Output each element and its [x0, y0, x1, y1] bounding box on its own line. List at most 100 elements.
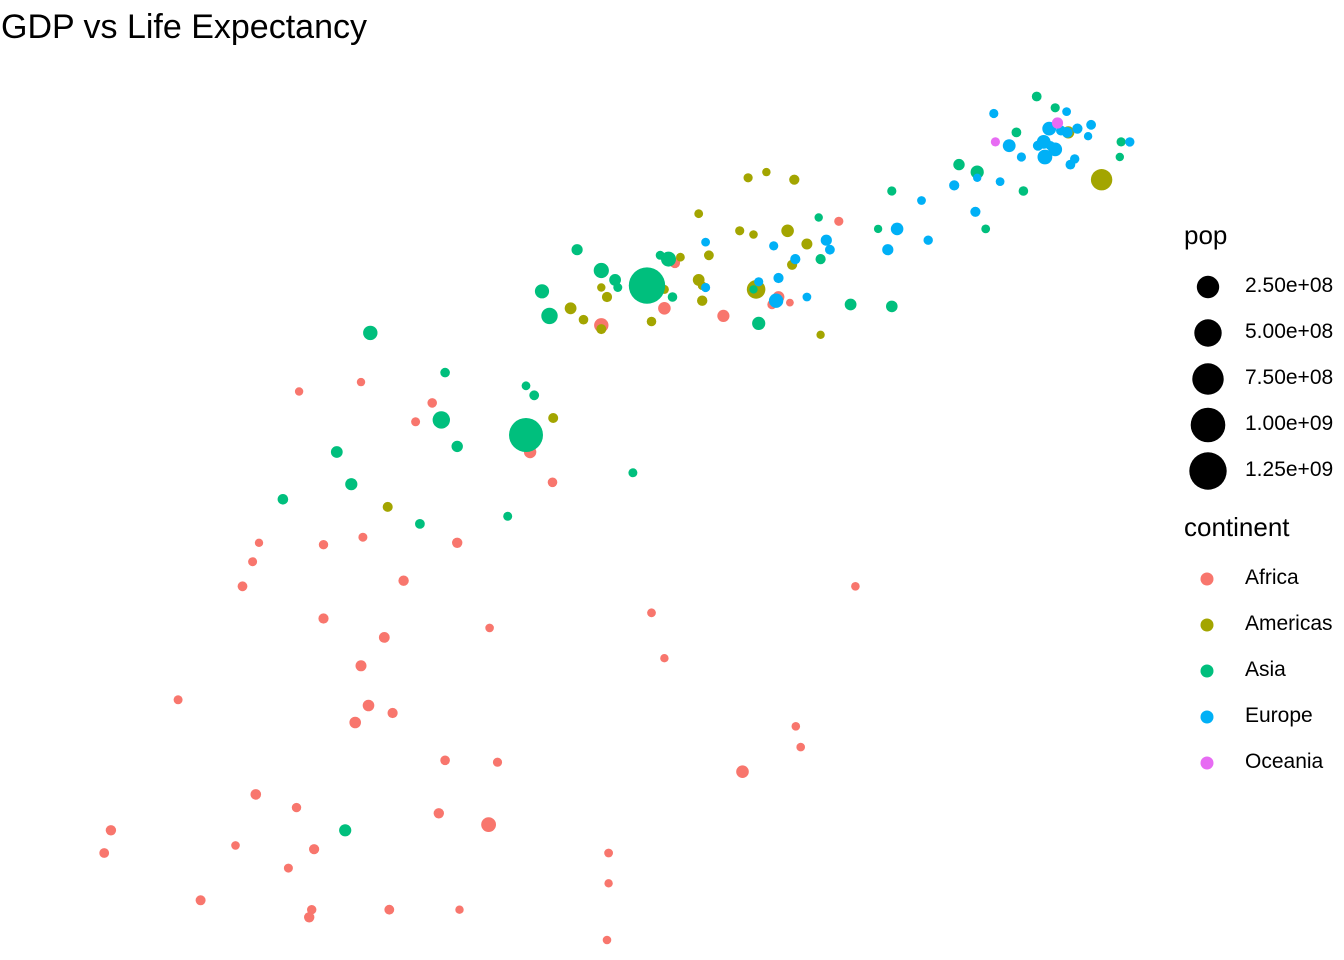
- point-asia: [534, 284, 550, 299]
- point-americas: [596, 324, 607, 335]
- point-africa: [254, 538, 264, 547]
- point-americas: [743, 173, 753, 183]
- point-africa: [834, 216, 844, 226]
- point-asia: [277, 494, 289, 505]
- point-americas: [704, 250, 714, 261]
- point-asia: [953, 158, 965, 171]
- point-europe: [768, 293, 784, 308]
- point-asia: [451, 440, 463, 453]
- point-americas: [646, 316, 657, 327]
- point-africa: [796, 742, 805, 752]
- point-africa: [283, 863, 293, 873]
- point-americas: [676, 252, 685, 262]
- size-legend-key: [1189, 452, 1227, 490]
- point-africa: [433, 808, 444, 819]
- point-americas: [694, 209, 704, 219]
- point-africa: [455, 905, 464, 914]
- point-americas: [548, 413, 559, 423]
- point-africa: [387, 707, 398, 719]
- point-europe: [970, 206, 981, 217]
- point-africa: [358, 532, 368, 542]
- point-europe: [1032, 140, 1044, 151]
- point-africa: [717, 309, 730, 322]
- size-legend-label: 1.00e+09: [1245, 412, 1334, 435]
- point-americas: [781, 224, 794, 238]
- point-asia: [1116, 137, 1126, 147]
- point-africa: [452, 537, 463, 548]
- size-legend-title: pop: [1184, 220, 1228, 250]
- point-americas: [735, 226, 745, 236]
- point-americas: [789, 174, 800, 185]
- point-africa: [485, 623, 494, 633]
- size-legend-label: 5.00e+08: [1245, 320, 1334, 343]
- point-americas: [597, 283, 606, 292]
- point-africa: [658, 302, 671, 315]
- point-africa: [481, 817, 496, 832]
- point-africa: [736, 765, 749, 778]
- point-europe: [701, 237, 710, 247]
- point-africa: [231, 841, 240, 850]
- size-legend-key: [1194, 319, 1222, 347]
- point-africa: [440, 755, 450, 766]
- point-asia: [981, 224, 991, 234]
- size-legend-label: 1.25e+09: [1245, 458, 1334, 481]
- point-africa: [99, 848, 110, 858]
- color-legend-label-oceania: Oceania: [1245, 750, 1324, 773]
- point-asia: [667, 292, 678, 302]
- point-europe: [1062, 107, 1071, 116]
- point-africa: [248, 557, 258, 567]
- point-americas: [578, 314, 589, 325]
- point-europe: [1083, 132, 1093, 141]
- color-legend-label-asia: Asia: [1245, 658, 1286, 681]
- chart-title: GDP vs Life Expectancy: [1, 8, 367, 46]
- point-africa: [294, 387, 304, 396]
- point-africa: [356, 377, 366, 387]
- point-europe: [890, 222, 904, 236]
- point-asia: [593, 262, 609, 279]
- point-americas: [601, 291, 613, 303]
- point-europe: [1016, 152, 1026, 162]
- point-europe: [802, 292, 812, 302]
- point-africa: [791, 722, 801, 731]
- point-asia: [1115, 152, 1125, 162]
- point-asia: [1050, 103, 1060, 113]
- point-africa: [237, 581, 248, 592]
- point-europe: [701, 282, 711, 293]
- point-asia: [440, 367, 450, 378]
- point-africa: [250, 789, 262, 800]
- point-asia: [345, 478, 358, 491]
- point-africa: [307, 905, 317, 915]
- point-africa: [492, 757, 503, 767]
- point-asia: [330, 446, 343, 458]
- point-asia: [521, 381, 531, 391]
- point-africa: [304, 912, 315, 923]
- point-americas: [749, 230, 758, 239]
- data-points-layer: [99, 91, 1135, 945]
- color-legend-label-europe: Europe: [1245, 704, 1313, 727]
- size-legend-label: 7.50e+08: [1245, 366, 1334, 389]
- point-africa: [318, 613, 329, 624]
- point-asia: [1011, 127, 1022, 138]
- point-europe: [917, 196, 926, 205]
- point-asia: [752, 316, 766, 330]
- color-legend-key-europe: [1200, 710, 1214, 724]
- point-europe: [995, 177, 1005, 187]
- point-asia: [432, 411, 450, 429]
- point-asia: [844, 298, 857, 311]
- point-asia: [415, 519, 425, 529]
- point-asia: [571, 244, 583, 256]
- point-africa: [195, 895, 206, 906]
- point-americas: [816, 330, 825, 339]
- point-africa: [647, 608, 656, 618]
- point-asia: [503, 511, 513, 521]
- point-europe: [754, 277, 764, 287]
- point-americas: [564, 302, 577, 315]
- point-europe: [769, 241, 779, 251]
- point-asia: [749, 285, 758, 294]
- point-africa: [660, 654, 669, 663]
- point-africa: [173, 695, 183, 705]
- point-europe: [882, 244, 894, 256]
- point-europe: [1048, 142, 1063, 157]
- point-africa: [318, 540, 329, 550]
- point-africa: [291, 802, 302, 813]
